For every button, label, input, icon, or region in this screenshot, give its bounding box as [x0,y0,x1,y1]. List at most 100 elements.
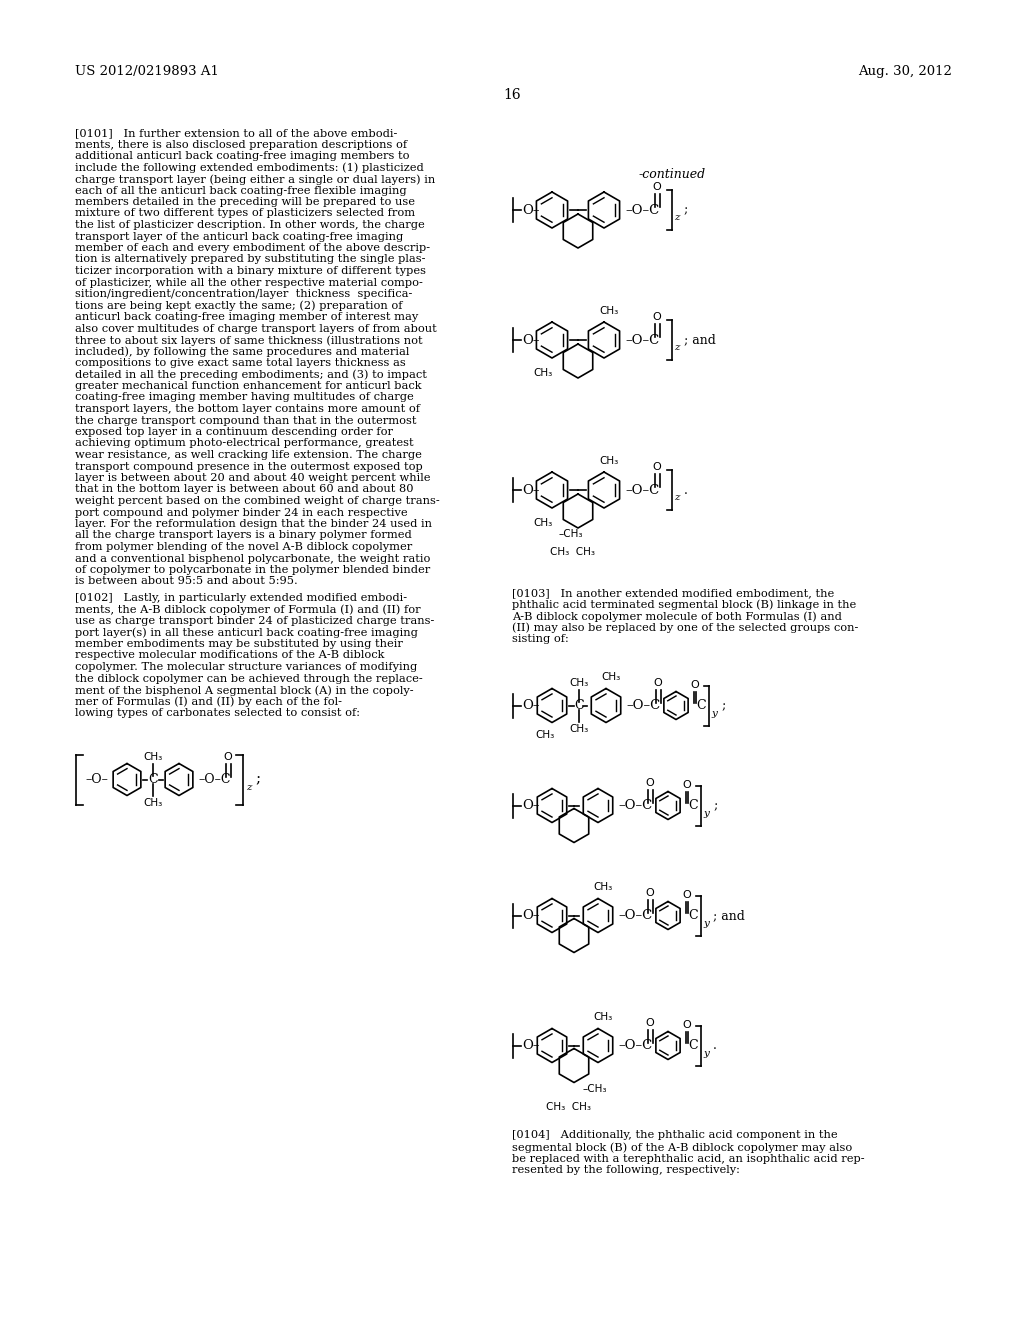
Text: z: z [674,214,680,223]
Text: also cover multitudes of charge transport layers of from about: also cover multitudes of charge transpor… [75,323,437,334]
Text: y: y [703,1049,709,1059]
Text: [0103]   In another extended modified embodiment, the: [0103] In another extended modified embo… [512,587,835,598]
Text: CH₃  CH₃: CH₃ CH₃ [551,546,595,557]
Text: weight percent based on the combined weight of charge trans-: weight percent based on the combined wei… [75,496,439,506]
Text: transport compound presence in the outermost exposed top: transport compound presence in the outer… [75,462,423,471]
Text: ments, the A-B diblock copolymer of Formula (I) and (II) for: ments, the A-B diblock copolymer of Form… [75,605,421,615]
Text: –O–C: –O–C [618,799,652,812]
Text: CH₃: CH₃ [601,672,621,682]
Text: charge transport layer (being either a single or dual layers) in: charge transport layer (being either a s… [75,174,435,185]
Text: CH₃: CH₃ [600,455,620,466]
Text: ;: ; [684,203,688,216]
Text: .: . [684,483,688,496]
Text: O: O [645,1018,654,1027]
Text: anticurl back coating-free imaging member of interest may: anticurl back coating-free imaging membe… [75,312,418,322]
Text: –O–C: –O–C [198,774,230,785]
Text: O: O [652,182,662,191]
Text: compositions to give exact same total layers thickness as: compositions to give exact same total la… [75,358,406,368]
Text: transport layers, the bottom layer contains more amount of: transport layers, the bottom layer conta… [75,404,420,414]
Text: O–: O– [522,1039,540,1052]
Text: O: O [683,890,691,899]
Text: O: O [652,462,662,473]
Text: US 2012/0219893 A1: US 2012/0219893 A1 [75,65,219,78]
Text: mixture of two different types of plasticizers selected from: mixture of two different types of plasti… [75,209,415,219]
Text: of copolymer to polycarbonate in the polymer blended binder: of copolymer to polycarbonate in the pol… [75,565,430,576]
Text: sition/ingredient/concentration/layer  thickness  specifica-: sition/ingredient/concentration/layer th… [75,289,413,300]
Text: resented by the following, respectively:: resented by the following, respectively: [512,1166,740,1175]
Text: C: C [574,700,584,711]
Text: each of all the anticurl back coating-free flexible imaging: each of all the anticurl back coating-fr… [75,186,407,195]
Text: CH₃: CH₃ [536,730,555,741]
Text: additional anticurl back coating-free imaging members to: additional anticurl back coating-free im… [75,150,410,161]
Text: respective molecular modifications of the A-B diblock: respective molecular modifications of th… [75,651,384,660]
Text: segmental block (B) of the A-B diblock copolymer may also: segmental block (B) of the A-B diblock c… [512,1142,852,1152]
Text: O: O [683,780,691,789]
Text: achieving optimum photo-electrical performance, greatest: achieving optimum photo-electrical perfo… [75,438,414,449]
Text: detailed in all the preceding embodiments; and (3) to impact: detailed in all the preceding embodiment… [75,370,427,380]
Text: exposed top layer in a continuum descending order for: exposed top layer in a continuum descend… [75,426,393,437]
Text: CH₃: CH₃ [594,1012,612,1023]
Text: layer. For the reformulation design that the binder 24 used in: layer. For the reformulation design that… [75,519,432,529]
Text: included), by following the same procedures and material: included), by following the same procedu… [75,346,410,358]
Text: O: O [223,751,232,762]
Text: -continued: -continued [638,168,706,181]
Text: O: O [645,777,654,788]
Text: –O–C: –O–C [625,334,659,346]
Text: CH₃: CH₃ [569,677,589,688]
Text: CH₃: CH₃ [600,306,620,315]
Text: z: z [674,494,680,503]
Text: C: C [148,774,158,785]
Text: coating-free imaging member having multitudes of charge: coating-free imaging member having multi… [75,392,414,403]
Text: three to about six layers of same thickness (illustrations not: three to about six layers of same thickn… [75,335,423,346]
Text: use as charge transport binder 24 of plasticized charge trans-: use as charge transport binder 24 of pla… [75,616,434,626]
Text: ; and: ; and [684,334,716,346]
Text: CH₃: CH₃ [534,517,553,528]
Text: Aug. 30, 2012: Aug. 30, 2012 [858,65,952,78]
Text: greater mechanical function enhancement for anticurl back: greater mechanical function enhancement … [75,381,422,391]
Text: port layer(s) in all these anticurl back coating-free imaging: port layer(s) in all these anticurl back… [75,627,418,638]
Text: and a conventional bisphenol polycarbonate, the weight ratio: and a conventional bisphenol polycarbona… [75,553,430,564]
Text: of plasticizer, while all the other respective material compo-: of plasticizer, while all the other resp… [75,277,423,288]
Text: z: z [246,783,252,792]
Text: –O–C: –O–C [625,483,659,496]
Text: O: O [690,680,699,689]
Text: O–: O– [522,483,540,496]
Text: lowing types of carbonates selected to consist of:: lowing types of carbonates selected to c… [75,708,360,718]
Text: ;: ; [255,772,260,787]
Text: O–: O– [522,203,540,216]
Text: ;: ; [721,700,725,711]
Text: layer is between about 20 and about 40 weight percent while: layer is between about 20 and about 40 w… [75,473,430,483]
Text: ments, there is also disclosed preparation descriptions of: ments, there is also disclosed preparati… [75,140,408,149]
Text: (II) may also be replaced by one of the selected groups con-: (II) may also be replaced by one of the … [512,623,858,634]
Text: wear resistance, as well cracking life extension. The charge: wear resistance, as well cracking life e… [75,450,422,459]
Text: all the charge transport layers is a binary polymer formed: all the charge transport layers is a bin… [75,531,412,540]
Text: O: O [652,312,662,322]
Text: CH₃: CH₃ [569,723,589,734]
Text: C: C [696,700,706,711]
Text: [0101]   In further extension to all of the above embodi-: [0101] In further extension to all of th… [75,128,397,139]
Text: port compound and polymer binder 24 in each respective: port compound and polymer binder 24 in e… [75,507,408,517]
Text: C: C [688,909,697,921]
Text: ;: ; [713,799,717,812]
Text: [0102]   Lastly, in particularly extended modified embodi-: [0102] Lastly, in particularly extended … [75,593,408,603]
Text: members detailed in the preceding will be prepared to use: members detailed in the preceding will b… [75,197,415,207]
Text: is between about 95:5 and about 5:95.: is between about 95:5 and about 5:95. [75,577,298,586]
Text: O: O [645,887,654,898]
Text: sisting of:: sisting of: [512,634,568,644]
Text: CH₃: CH₃ [534,368,553,378]
Text: –CH₃: –CH₃ [559,529,584,539]
Text: [0104]   Additionally, the phthalic acid component in the: [0104] Additionally, the phthalic acid c… [512,1130,838,1140]
Text: C: C [688,1039,697,1052]
Text: mer of Formulas (I) and (II) by each of the fol-: mer of Formulas (I) and (II) by each of … [75,697,342,708]
Text: the charge transport compound than that in the outermost: the charge transport compound than that … [75,416,417,425]
Text: O–: O– [522,799,540,812]
Text: z: z [674,343,680,352]
Text: –O–: –O– [85,774,108,785]
Text: O: O [683,1019,691,1030]
Text: tion is alternatively prepared by substituting the single plas-: tion is alternatively prepared by substi… [75,255,426,264]
Text: CH₃: CH₃ [143,751,163,762]
Text: CH₃  CH₃: CH₃ CH₃ [547,1102,592,1113]
Text: member of each and every embodiment of the above descrip-: member of each and every embodiment of t… [75,243,430,253]
Text: member embodiments may be substituted by using their: member embodiments may be substituted by… [75,639,402,649]
Text: –O–C: –O–C [618,1039,652,1052]
